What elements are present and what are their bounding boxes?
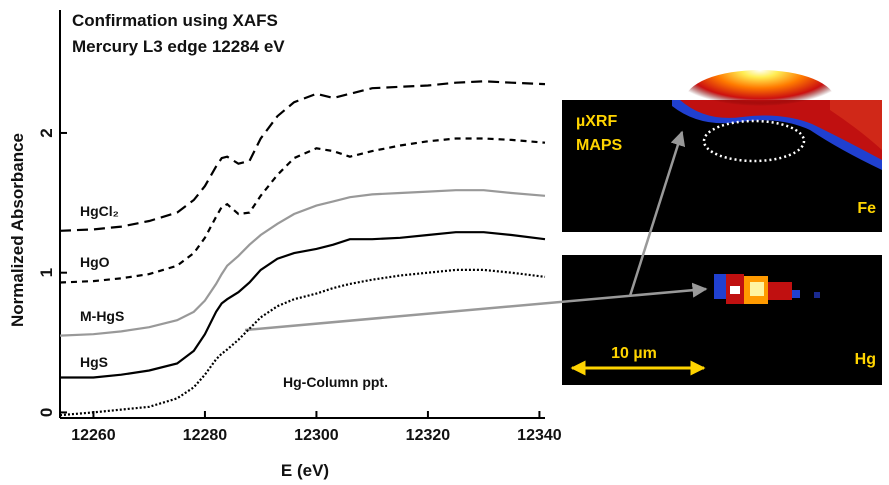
series-label: HgCl₂ bbox=[80, 203, 119, 219]
x-tick-label: 12300 bbox=[294, 427, 339, 444]
x-tick-label: 12260 bbox=[71, 427, 116, 444]
chart-subtitle: Mercury L3 edge 12284 eV bbox=[72, 37, 285, 56]
y-tick-label: 1 bbox=[37, 268, 56, 277]
panel-label: Fe bbox=[857, 200, 876, 217]
series-line bbox=[59, 189, 546, 337]
series-line bbox=[59, 268, 546, 417]
panel-label: µXRF bbox=[576, 113, 617, 130]
hg-map bbox=[562, 255, 882, 385]
x-axis-label: E (eV) bbox=[281, 461, 329, 480]
panel-label: 10 µm bbox=[611, 345, 657, 362]
panel-label: MAPS bbox=[576, 137, 623, 154]
arrow bbox=[244, 282, 708, 332]
series-label: HgS bbox=[80, 354, 108, 370]
x-tick-label: 12340 bbox=[517, 427, 562, 444]
series-line bbox=[60, 231, 546, 379]
x-tick-label: 12280 bbox=[183, 427, 228, 444]
series-line bbox=[59, 137, 546, 284]
fe-map bbox=[562, 70, 882, 232]
chart-title: Confirmation using XAFS bbox=[72, 11, 278, 30]
y-tick-label: 0 bbox=[37, 408, 56, 417]
y-tick-label: 2 bbox=[37, 128, 56, 137]
x-tick-label: 12320 bbox=[406, 427, 451, 444]
arrow bbox=[628, 130, 686, 297]
series-label: M-HgS bbox=[80, 308, 124, 324]
series-label: HgO bbox=[80, 254, 110, 270]
series-line bbox=[59, 80, 546, 232]
panel-label: Hg bbox=[855, 351, 876, 368]
y-axis-label: Normalized Absorbance bbox=[8, 133, 27, 327]
series-label: Hg-Column ppt. bbox=[283, 374, 388, 390]
